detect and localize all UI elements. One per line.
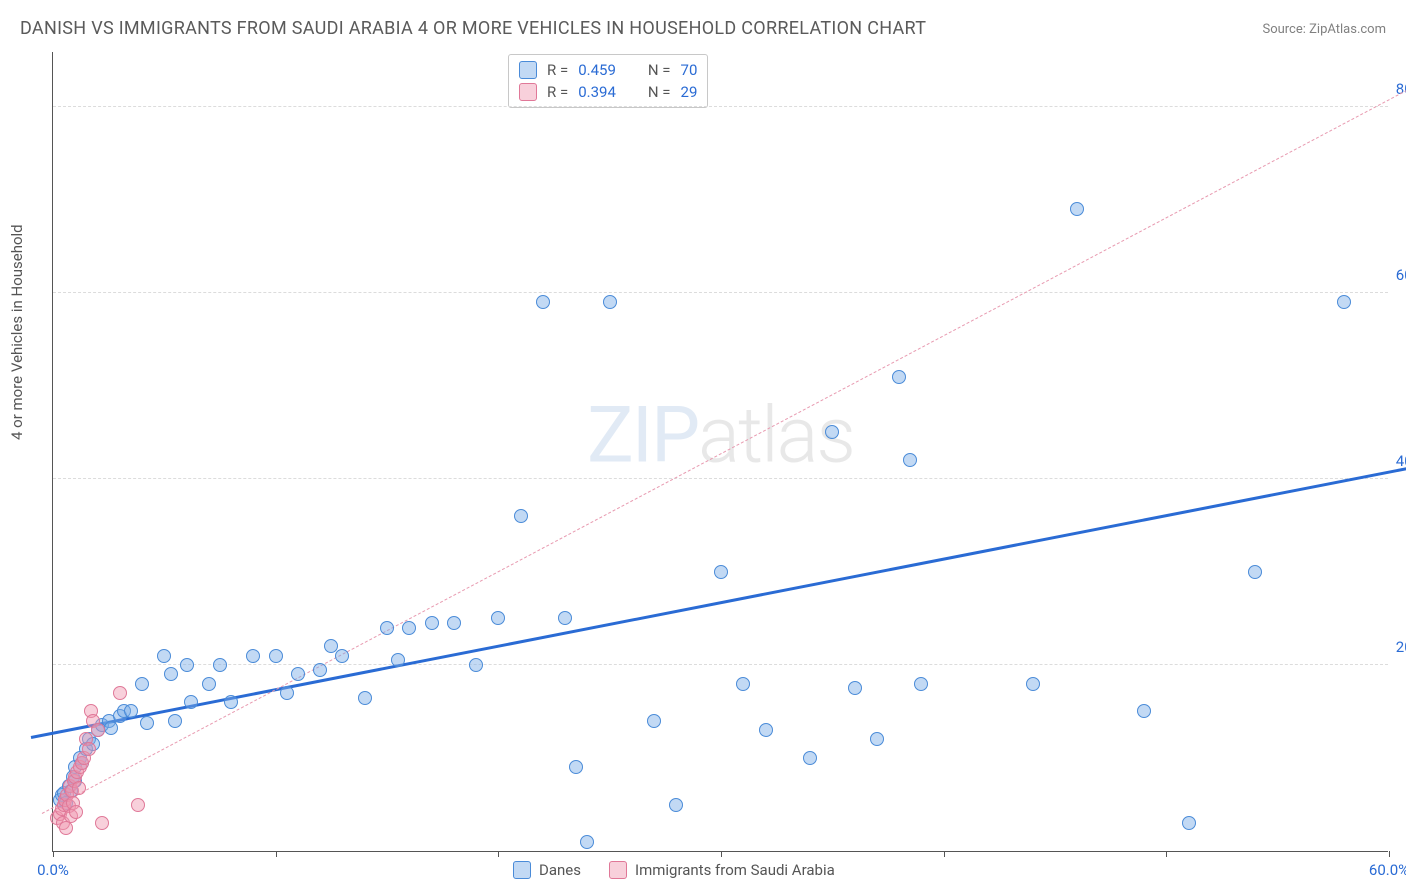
data-point (164, 667, 178, 681)
data-point (124, 704, 138, 718)
data-point (313, 663, 327, 677)
gridline-h (53, 478, 1388, 479)
data-point (184, 695, 198, 709)
data-point (1182, 816, 1196, 830)
xtick (1389, 851, 1390, 857)
legend-swatch-danes (513, 861, 531, 879)
data-point (514, 509, 528, 523)
data-point (358, 691, 372, 705)
data-point (603, 295, 617, 309)
data-point (91, 723, 105, 737)
data-point (736, 677, 750, 691)
data-point (335, 649, 349, 663)
data-point (425, 616, 439, 630)
xtick (1166, 851, 1167, 857)
data-point (104, 721, 118, 735)
data-point (647, 714, 661, 728)
data-point (914, 677, 928, 691)
data-point (1070, 202, 1084, 216)
data-point (1248, 565, 1262, 579)
watermark-bold: ZIP (587, 390, 698, 481)
data-point (69, 805, 83, 819)
legend-label-saudi: Immigrants from Saudi Arabia (635, 861, 835, 879)
gridline-h (53, 664, 1388, 665)
data-point (848, 681, 862, 695)
stats-legend: R = 0.459 N = 70 R = 0.394 N = 29 (508, 54, 708, 108)
data-point (291, 667, 305, 681)
data-point (213, 658, 227, 672)
legend-item-saudi: Immigrants from Saudi Arabia (609, 861, 835, 879)
data-point (669, 798, 683, 812)
legend-label-danes: Danes (539, 861, 581, 879)
stat-n-saudi: 29 (681, 83, 698, 101)
xtick-label: 0.0% (37, 861, 69, 879)
data-point (391, 653, 405, 667)
data-point (82, 742, 96, 756)
stats-row-danes: R = 0.459 N = 70 (519, 59, 697, 81)
data-point (380, 621, 394, 635)
xtick (944, 851, 945, 857)
stat-label-r: R = (547, 61, 568, 79)
data-point (536, 295, 550, 309)
gridline-h (53, 106, 1388, 107)
data-point (892, 370, 906, 384)
data-point (168, 714, 182, 728)
y-axis-label: 4 or more Vehicles in Household (8, 224, 26, 440)
stat-n-danes: 70 (681, 61, 698, 79)
stat-label-r: R = (547, 83, 568, 101)
stat-label-n: N = (648, 83, 671, 101)
xtick (276, 851, 277, 857)
data-point (491, 611, 505, 625)
bottom-legend: Danes Immigrants from Saudi Arabia (513, 861, 835, 879)
data-point (131, 798, 145, 812)
data-point (140, 716, 154, 730)
data-point (447, 616, 461, 630)
ytick-label: 20.0% (1396, 638, 1406, 656)
data-point (580, 835, 594, 849)
chart-source: Source: ZipAtlas.com (1262, 22, 1386, 37)
data-point (1337, 295, 1351, 309)
data-point (714, 565, 728, 579)
ytick-label: 60.0% (1396, 266, 1406, 284)
xtick-label: 60.0% (1369, 861, 1406, 879)
data-point (569, 760, 583, 774)
data-point (269, 649, 283, 663)
stat-label-n: N = (648, 61, 671, 79)
data-point (72, 781, 86, 795)
data-point (59, 821, 73, 835)
data-point (469, 658, 483, 672)
xtick (721, 851, 722, 857)
trendline (42, 87, 1406, 813)
stats-row-saudi: R = 0.394 N = 29 (519, 81, 697, 103)
data-point (402, 621, 416, 635)
data-point (224, 695, 238, 709)
data-point (246, 649, 260, 663)
data-point (870, 732, 884, 746)
data-point (759, 723, 773, 737)
data-point (803, 751, 817, 765)
legend-item-danes: Danes (513, 861, 581, 879)
swatch-saudi (519, 83, 537, 101)
legend-swatch-saudi (609, 861, 627, 879)
data-point (95, 816, 109, 830)
data-point (180, 658, 194, 672)
gridline-h (53, 292, 1388, 293)
xtick (498, 851, 499, 857)
data-point (825, 425, 839, 439)
data-point (202, 677, 216, 691)
data-point (135, 677, 149, 691)
data-point (157, 649, 171, 663)
plot-area: ZIPatlas R = 0.459 N = 70 R = 0.394 N = … (52, 52, 1388, 852)
data-point (113, 686, 127, 700)
data-point (280, 686, 294, 700)
stat-r-saudi: 0.394 (578, 83, 616, 101)
data-point (1137, 704, 1151, 718)
xtick (53, 851, 54, 857)
swatch-danes (519, 61, 537, 79)
stat-r-danes: 0.459 (578, 61, 616, 79)
chart-title: DANISH VS IMMIGRANTS FROM SAUDI ARABIA 4… (20, 18, 926, 39)
data-point (1026, 677, 1040, 691)
data-point (558, 611, 572, 625)
data-point (903, 453, 917, 467)
